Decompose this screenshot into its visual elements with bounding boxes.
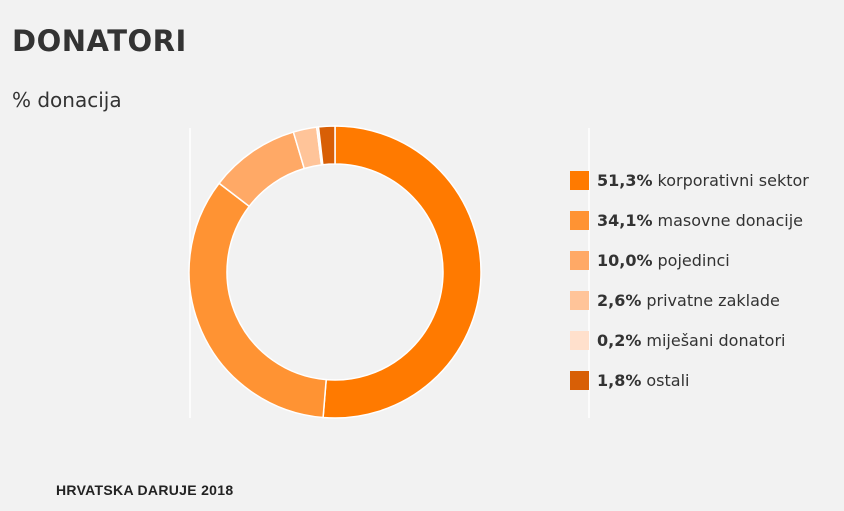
legend-item-1: 34,1% masovne donacije [570, 200, 809, 240]
donut-slice-1[interactable] [188, 182, 327, 419]
legend-label: korporativni sektor [657, 170, 809, 190]
legend-swatch [570, 210, 589, 230]
legend-swatch [570, 330, 589, 350]
legend-label: privatne zaklade [646, 290, 780, 310]
footer-label: HRVATSKA DARUJE 2018 [56, 482, 234, 498]
legend-item-3: 2,6% privatne zaklade [570, 280, 809, 320]
legend-label: pojedinci [657, 250, 730, 270]
legend-label: miješani donatori [646, 330, 786, 350]
donut-slices [188, 125, 482, 419]
legend-item-0: 51,3% korporativni sektor [570, 160, 809, 200]
legend-label: ostali [646, 370, 690, 390]
legend-value: 10,0% [597, 250, 653, 270]
legend-swatch [570, 170, 589, 190]
chart-title: DONATORI [12, 24, 187, 58]
legend-value: 1,8% [597, 370, 642, 390]
chart-subtitle: % donacija [12, 88, 122, 112]
legend-value: 34,1% [597, 210, 653, 230]
donut-slice-5[interactable] [317, 125, 336, 166]
legend-label: masovne donacije [657, 210, 803, 230]
legend-item-5: 1,8% ostali [570, 360, 809, 400]
legend-item-2: 10,0% pojedinci [570, 240, 809, 280]
legend: 51,3% korporativni sektor 34,1% masovne don… [570, 160, 809, 400]
legend-swatch [570, 250, 589, 270]
donut-slice-0[interactable] [322, 125, 482, 419]
legend-value: 2,6% [597, 290, 642, 310]
legend-item-4: 0,2% miješani donatori [570, 320, 809, 360]
legend-value: 0,2% [597, 330, 642, 350]
legend-value: 51,3% [597, 170, 653, 190]
legend-swatch [570, 370, 589, 390]
legend-swatch [570, 290, 589, 310]
